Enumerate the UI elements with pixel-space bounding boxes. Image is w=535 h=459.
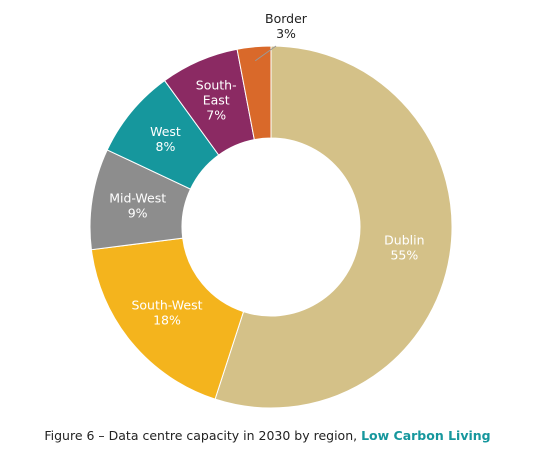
slice-dublin (214, 45, 453, 409)
data-label-south-west: South-West 18% (131, 297, 202, 327)
data-label-west: West 8% (150, 124, 181, 154)
caption-text: Figure 6 – Data centre capacity in 2030 … (44, 428, 362, 443)
data-label-dublin: Dublin 55% (384, 232, 424, 262)
data-label-mid-west: Mid-West 9% (109, 190, 166, 220)
slice-south-west (90, 237, 245, 400)
data-label-border: Border 3% (265, 11, 308, 41)
data-label-south-east: South-East 7% (196, 77, 237, 122)
caption-source: Low Carbon Living (361, 428, 491, 443)
slice-border (236, 45, 272, 141)
leader-line-border (254, 45, 277, 62)
figure-caption: Figure 6 – Data centre capacity in 2030 … (0, 428, 535, 443)
